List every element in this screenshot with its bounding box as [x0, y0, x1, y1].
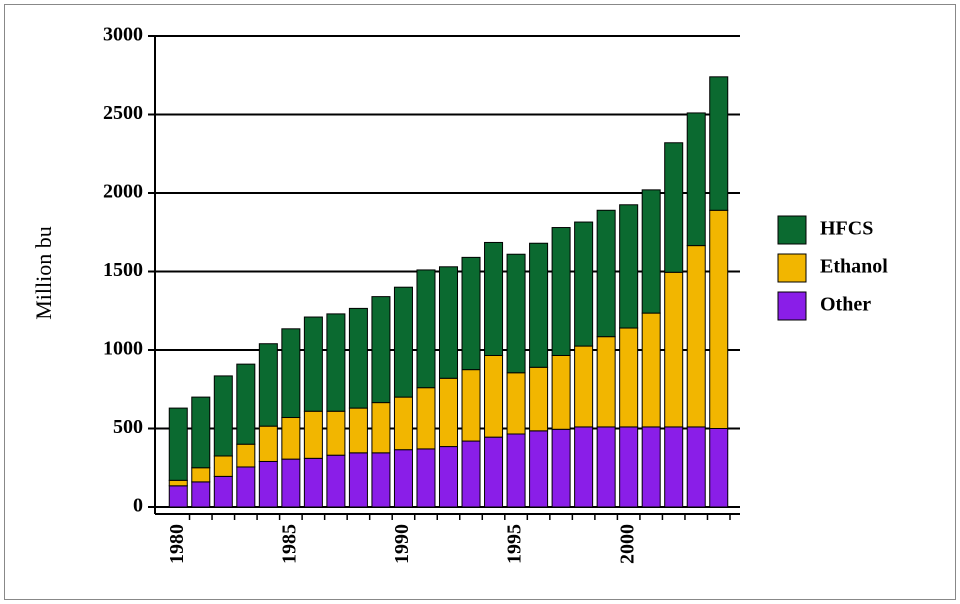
y-tick-label: 2500 — [103, 102, 143, 124]
bar-segment — [596, 336, 616, 428]
bar-segment — [574, 426, 594, 508]
y-tick-label: 3000 — [103, 24, 143, 46]
bar-segment — [438, 446, 459, 508]
bar-segment — [484, 241, 504, 356]
bar-segment — [438, 266, 459, 379]
bar-segment — [416, 269, 436, 389]
bar-segment — [168, 479, 188, 487]
legend-label: Other — [820, 294, 871, 316]
bar-segment — [191, 396, 211, 469]
bar-segment — [258, 343, 278, 427]
x-tick-label: 1980 — [166, 524, 188, 564]
legend-label: HFCS — [820, 218, 873, 240]
y-tick-label: 2000 — [103, 181, 143, 203]
bar-segment — [529, 366, 549, 432]
bar-segment — [168, 407, 188, 481]
bar-segment — [258, 460, 278, 508]
legend-swatch — [777, 253, 807, 283]
bar-segment — [236, 466, 256, 508]
x-tick-label: 2000 — [616, 524, 638, 564]
bar-segment — [326, 410, 346, 456]
bar-segment — [641, 312, 661, 428]
bar-segment — [709, 428, 729, 508]
bar-segment — [641, 189, 661, 314]
bar-segment — [461, 369, 481, 442]
y-tick-label: 0 — [133, 495, 143, 517]
bar-segment — [438, 377, 459, 448]
bar-segment — [416, 387, 436, 450]
frame — [4, 4, 956, 600]
bar-segment — [281, 458, 301, 508]
bar-segment — [664, 426, 684, 508]
bar-segment — [348, 407, 368, 454]
y-tick-label: 500 — [113, 416, 143, 438]
bar-segment — [551, 227, 571, 356]
bar-segment — [213, 455, 233, 477]
bar-segment — [619, 327, 639, 428]
bar-segment — [461, 440, 481, 508]
bar-segment — [303, 316, 323, 412]
bar-segment — [393, 286, 413, 398]
bar-segment — [664, 271, 684, 428]
bar-segment — [258, 425, 278, 462]
bar-segment — [371, 296, 391, 404]
bar-segment — [506, 433, 526, 508]
bar-segment — [236, 363, 256, 445]
x-tick-label: 1990 — [391, 524, 413, 564]
bar-segment — [213, 375, 233, 457]
legend-swatch — [777, 215, 807, 245]
bar-segment — [551, 428, 571, 508]
y-axis-label: Million bu — [31, 226, 56, 320]
bar-segment — [709, 76, 729, 211]
bar-segment — [236, 443, 256, 468]
bar-segment — [596, 209, 616, 338]
legend-swatch — [777, 291, 807, 321]
legend-label: Ethanol — [820, 256, 888, 278]
bar-segment — [213, 475, 233, 508]
bar-segment — [574, 221, 594, 347]
bar-segment — [506, 372, 526, 435]
bar-segment — [619, 426, 639, 508]
x-tick-label: 1995 — [504, 524, 526, 564]
bar-segment — [484, 354, 504, 438]
bar-segment — [709, 209, 729, 429]
bar-segment — [326, 313, 346, 412]
bar-segment — [529, 430, 549, 508]
bar-segment — [506, 253, 526, 374]
bar-segment — [371, 452, 391, 508]
bar-segment — [393, 449, 413, 508]
bar-segment — [529, 242, 549, 368]
y-tick-label: 1500 — [103, 259, 143, 281]
bar-segment — [303, 457, 323, 508]
bar-segment — [191, 481, 211, 508]
bar-segment — [281, 417, 301, 460]
bar-segment — [168, 485, 188, 508]
bar-segment — [551, 354, 571, 430]
bar-segment — [416, 448, 436, 508]
bar-segment — [191, 467, 211, 483]
bar-segment — [641, 426, 661, 508]
y-tick-label: 1000 — [103, 338, 143, 360]
bar-segment — [686, 245, 706, 428]
bar-segment — [348, 452, 368, 508]
bar-segment — [484, 436, 504, 508]
bar-segment — [686, 426, 706, 508]
x-tick-label: 1985 — [278, 524, 300, 564]
bar-segment — [303, 410, 323, 459]
bar-segment — [461, 256, 481, 371]
bar-segment — [326, 454, 346, 508]
bar-segment — [596, 426, 616, 508]
bar-segment — [281, 328, 301, 419]
bar-segment — [664, 142, 684, 273]
bar-segment — [393, 396, 413, 451]
bar-segment — [348, 307, 368, 409]
bar-segment — [686, 112, 706, 247]
bar-segment — [619, 204, 639, 329]
bar-segment — [371, 402, 391, 454]
bar-segment — [574, 345, 594, 428]
